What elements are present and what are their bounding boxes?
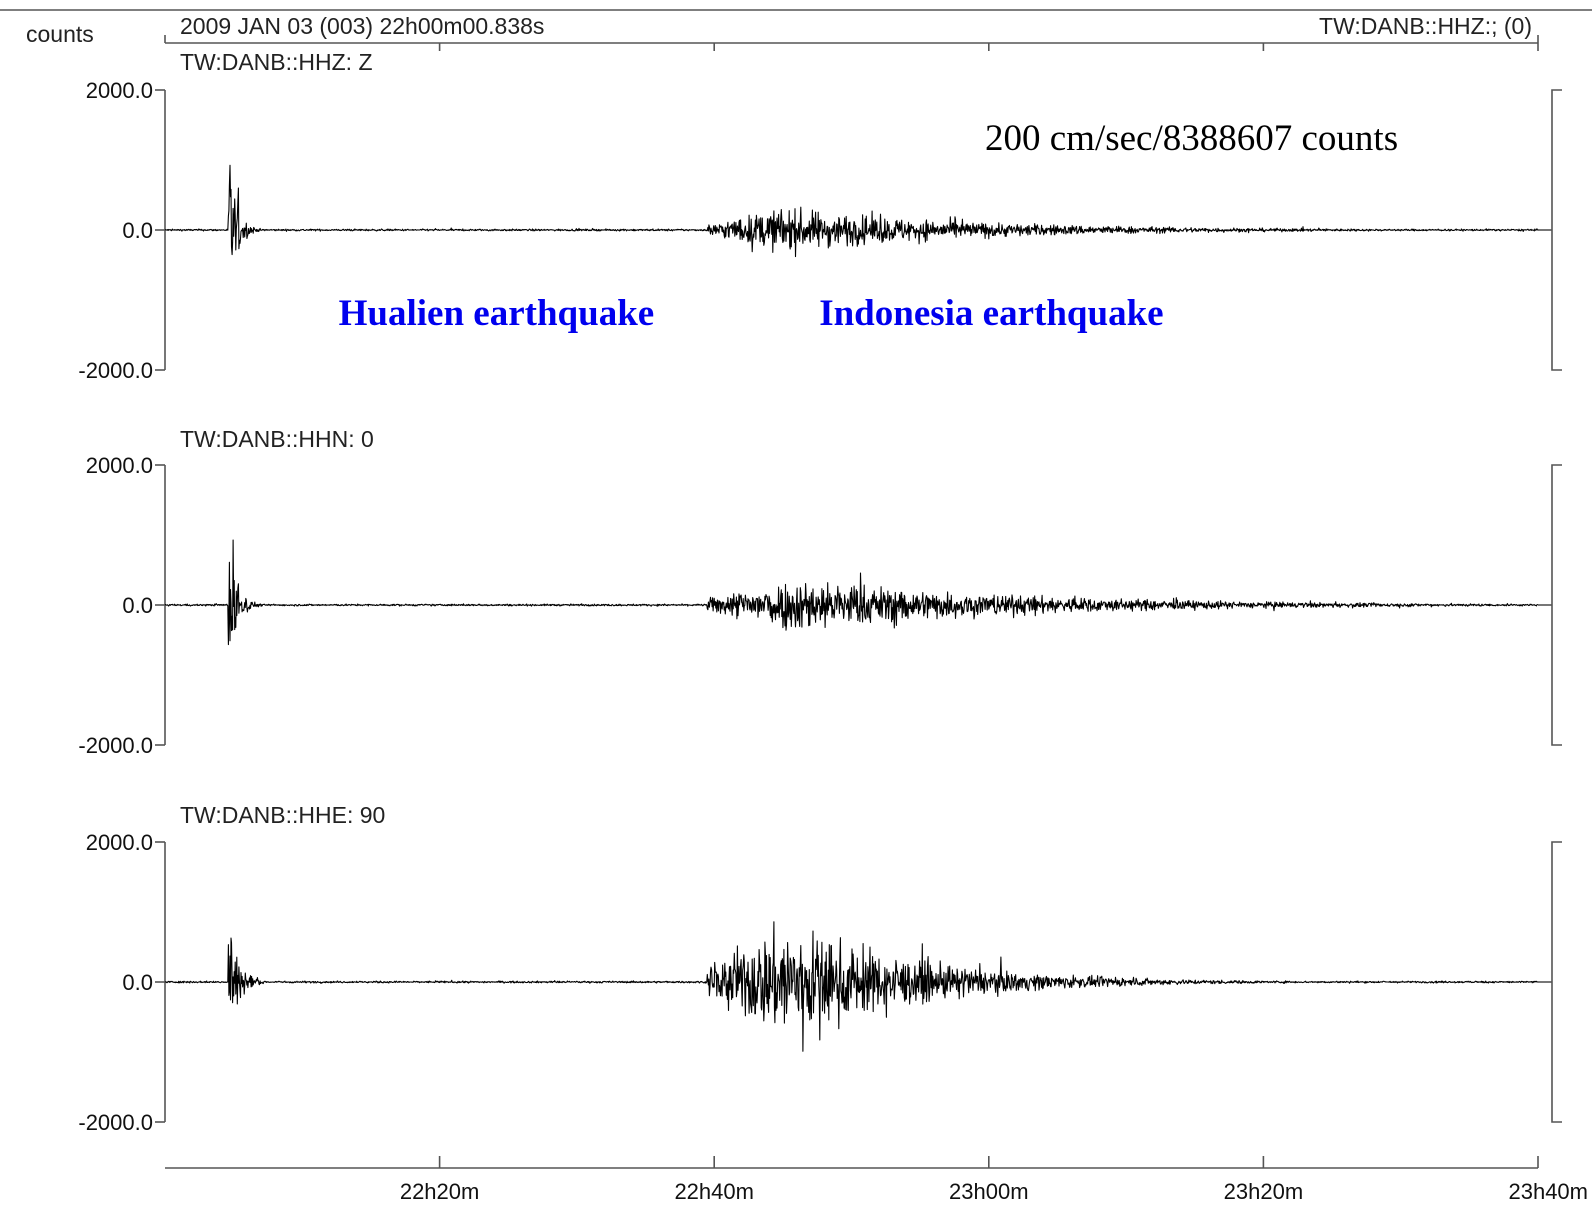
y-tick-label: 2000.0 [86, 830, 153, 855]
waveform-trace [164, 539, 1539, 646]
right-bracket [1551, 841, 1562, 1123]
channel-title: TW:DANB::HHE: 90 [180, 802, 385, 828]
event-labels: Hualien earthquake Indonesia earthquake [339, 293, 1164, 334]
x-tick-label: 23h40m [1508, 1179, 1588, 1204]
y-tick-label: 2000.0 [86, 453, 153, 478]
y-tick-label: 0.0 [122, 593, 153, 618]
scale-note: 200 cm/sec/8388607 counts [985, 118, 1398, 159]
header-station-tag: TW:DANB::HHZ:; (0) [1319, 13, 1532, 39]
header-start-time: 2009 JAN 03 (003) 22h00m00.838s [180, 13, 544, 39]
waveform-trace [164, 921, 1539, 1052]
channel-title: TW:DANB::HHZ: Z [180, 49, 373, 75]
y-tick-label: -2000.0 [78, 733, 153, 758]
event-label: Indonesia earthquake [819, 293, 1163, 334]
y-tick-label: -2000.0 [78, 1110, 153, 1135]
units-label: counts [26, 21, 94, 47]
event-label: Hualien earthquake [339, 293, 655, 334]
x-tick-label: 22h40m [674, 1179, 754, 1204]
x-tick-label: 22h20m [400, 1179, 480, 1204]
channel-title: TW:DANB::HHN: 0 [180, 426, 374, 452]
waveform-trace [164, 164, 1539, 258]
y-tick-label: 0.0 [122, 218, 153, 243]
y-tick-label: 0.0 [122, 970, 153, 995]
right-bracket [1551, 89, 1562, 371]
x-tick-label: 23h00m [949, 1179, 1029, 1204]
time-axis-ticks: 22h20m 22h40m 23h00m 23h20m 23h40m [400, 43, 1588, 1204]
y-tick-label: -2000.0 [78, 358, 153, 383]
right-bracket [1551, 464, 1562, 746]
y-tick-label: 2000.0 [86, 78, 153, 103]
trace-panels: TW:DANB::HHZ: Z2000.00.0-2000.0TW:DANB::… [78, 49, 1562, 1135]
x-tick-label: 23h20m [1224, 1179, 1304, 1204]
